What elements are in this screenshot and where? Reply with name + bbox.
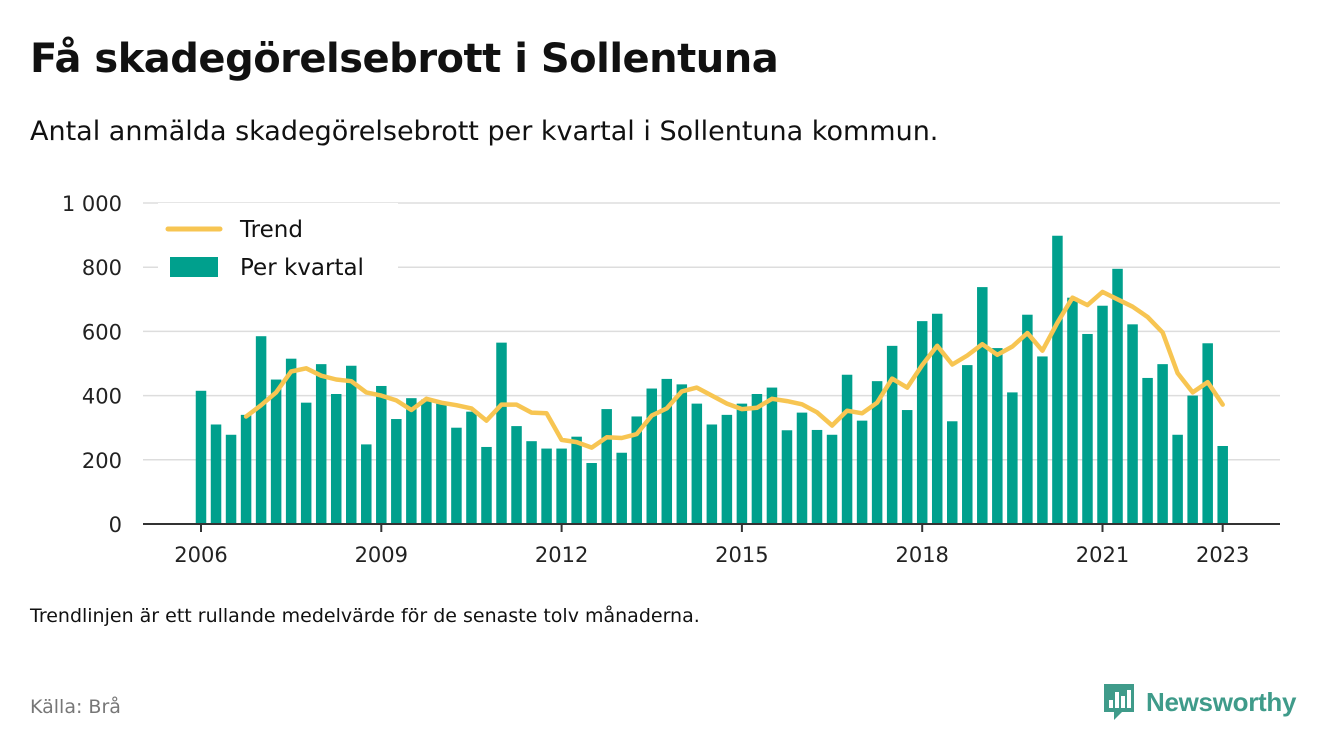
bar	[631, 416, 642, 524]
bar	[571, 436, 582, 524]
bar	[811, 429, 823, 524]
bar	[300, 402, 312, 524]
bar	[796, 412, 808, 524]
legend-trend-label: Trend	[239, 217, 303, 243]
bar	[676, 384, 688, 524]
trend-series	[243, 289, 1225, 450]
newsworthy-logo-icon	[1104, 684, 1134, 720]
bar	[766, 387, 778, 524]
bar	[255, 336, 267, 524]
bar	[841, 374, 853, 524]
quarterly-bar-chart: 0 200 400 600 800 1 000 2006 2009 2012 2015 2018 20…	[62, 192, 1280, 567]
bar	[1112, 268, 1123, 524]
bar	[977, 287, 988, 524]
bar	[1022, 314, 1033, 524]
bar	[721, 414, 733, 524]
y-tick-label: 400	[82, 385, 122, 409]
bar	[270, 379, 282, 524]
bar	[285, 358, 297, 524]
bar	[346, 365, 357, 524]
bar	[240, 414, 252, 524]
bar	[601, 409, 612, 524]
legend-bar-label: Per kvartal	[240, 255, 364, 281]
bar	[826, 434, 838, 524]
bar	[496, 342, 507, 524]
bar	[616, 452, 627, 524]
bar	[195, 390, 207, 524]
bar	[962, 365, 973, 524]
bar	[1217, 445, 1228, 524]
x-tick-label: 2018	[895, 543, 948, 567]
bar	[886, 345, 898, 524]
bar	[1127, 324, 1138, 524]
bar	[481, 446, 492, 524]
bar	[541, 448, 552, 524]
bar	[646, 388, 657, 524]
bar	[406, 398, 417, 524]
bar	[947, 421, 958, 524]
bar	[466, 411, 477, 524]
bar	[421, 399, 432, 524]
y-tick-label: 200	[82, 449, 122, 473]
bar-series	[195, 235, 1228, 524]
bar	[1007, 392, 1018, 524]
trend-line	[243, 289, 1225, 450]
bar	[436, 403, 447, 524]
bar	[225, 434, 237, 524]
bar	[1082, 333, 1093, 524]
bar	[315, 364, 327, 524]
bar	[916, 321, 928, 524]
bar	[1037, 356, 1048, 524]
legend-bar-swatch	[170, 257, 218, 277]
bar	[706, 424, 718, 524]
bar	[1187, 395, 1198, 524]
bar	[1157, 364, 1168, 524]
bar	[511, 426, 522, 524]
bar	[391, 419, 402, 524]
bar	[1097, 305, 1108, 524]
bar	[1052, 235, 1063, 524]
x-tick-label: 2015	[715, 543, 768, 567]
bar	[781, 430, 793, 524]
x-tick-label: 2021	[1076, 543, 1129, 567]
bar	[210, 424, 222, 524]
footnote: Trendlinjen är ett rullande medelvärde f…	[30, 605, 700, 627]
bar	[751, 393, 763, 524]
bar	[361, 444, 372, 524]
bar	[1067, 297, 1078, 524]
newsworthy-brand[interactable]: Newsworthy	[1102, 682, 1296, 722]
brand-name: Newsworthy	[1146, 686, 1297, 717]
bar	[556, 448, 567, 524]
bar	[856, 420, 868, 524]
chart-subtitle: Antal anmälda skadegörelsebrott per kvar…	[30, 116, 939, 147]
bar	[1142, 377, 1153, 524]
y-tick-label: 1 000	[62, 192, 122, 216]
bar	[736, 403, 748, 524]
bar	[330, 393, 342, 524]
legend-background	[158, 203, 398, 293]
x-tick-label: 2006	[174, 543, 227, 567]
x-tick-label: 2009	[355, 543, 408, 567]
legend: Trend Per kvartal	[158, 203, 398, 293]
bar	[1172, 434, 1183, 524]
source-credit: Källa: Brå	[30, 696, 121, 718]
y-tick-label: 0	[109, 513, 122, 537]
bar	[586, 463, 597, 524]
y-tick-label: 800	[82, 256, 122, 280]
bar	[901, 410, 913, 524]
bar	[931, 313, 943, 524]
bar	[526, 441, 537, 524]
bar	[871, 381, 883, 524]
bar	[661, 378, 673, 524]
x-tick-label: 2023	[1196, 543, 1249, 567]
bar	[376, 385, 387, 524]
bar	[992, 348, 1003, 524]
bar	[451, 427, 462, 524]
x-tick-label: 2012	[535, 543, 588, 567]
bar	[691, 403, 703, 524]
axes: 0 200 400 600 800 1 000 2006 2009 2012 2015 2018 20…	[62, 192, 1280, 567]
bar	[1202, 343, 1213, 524]
chart-title: Få skadegörelsebrott i Sollentuna	[30, 36, 779, 82]
y-tick-label: 600	[82, 320, 122, 344]
